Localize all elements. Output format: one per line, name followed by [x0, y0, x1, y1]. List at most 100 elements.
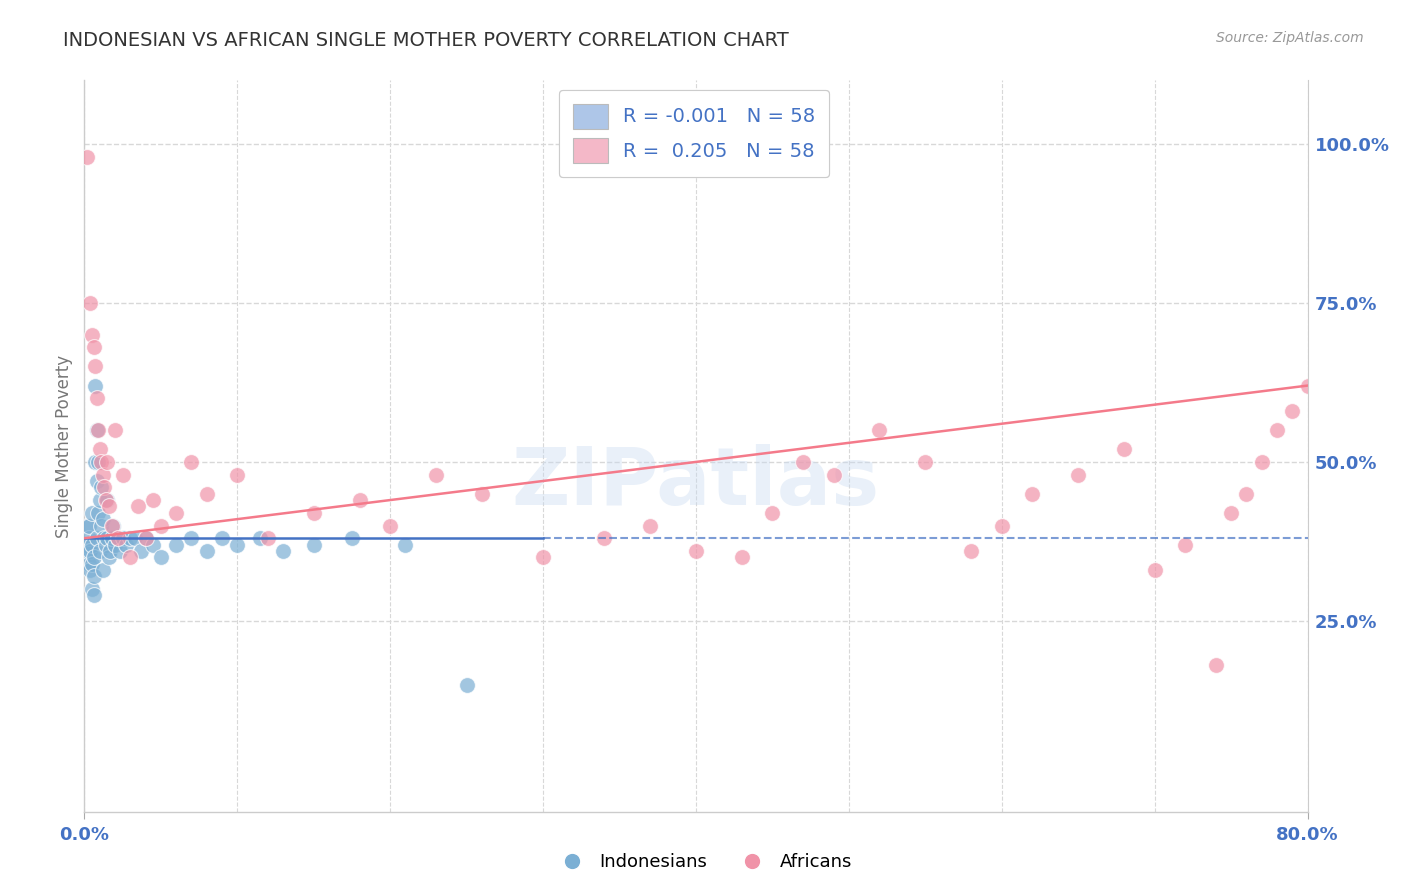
Point [114, 538, 136, 552]
Point [75, 538, 97, 552]
Point [97, 550, 120, 565]
Point [91, 512, 114, 526]
Point [93, 531, 115, 545]
Point [76, 150, 98, 164]
Point [80, 557, 103, 571]
Point [83, 550, 105, 565]
Point [124, 531, 146, 545]
Point [1205, 658, 1227, 673]
Point [84, 455, 107, 469]
Point [89, 442, 111, 457]
Point [90, 455, 112, 469]
Point [96, 493, 118, 508]
Point [96, 531, 118, 545]
Point [87, 506, 110, 520]
Point [195, 544, 218, 558]
Point [142, 538, 165, 552]
Point [80, 582, 103, 596]
Point [1021, 486, 1043, 500]
Point [80, 538, 103, 552]
Point [101, 518, 124, 533]
Text: Source: ZipAtlas.com: Source: ZipAtlas.com [1216, 31, 1364, 45]
Point [89, 544, 111, 558]
Point [87, 455, 110, 469]
Point [103, 518, 125, 533]
Point [91, 467, 114, 482]
Point [991, 518, 1014, 533]
Point [129, 544, 152, 558]
Point [380, 518, 402, 533]
Point [1174, 538, 1197, 552]
Text: INDONESIAN VS AFRICAN SINGLE MOTHER POVERTY CORRELATION CHART: INDONESIAN VS AFRICAN SINGLE MOTHER POVE… [63, 31, 789, 50]
Point [104, 423, 127, 437]
Point [90, 518, 112, 533]
Point [638, 518, 661, 533]
Point [120, 531, 142, 545]
Point [249, 531, 271, 545]
Point [142, 493, 165, 508]
Point [111, 467, 134, 482]
Point [1067, 467, 1090, 482]
Point [149, 550, 172, 565]
Point [1143, 563, 1166, 577]
Point [1296, 378, 1319, 392]
Point [90, 480, 112, 494]
Point [104, 538, 127, 552]
Point [79, 296, 101, 310]
Point [84, 359, 107, 374]
Y-axis label: Single Mother Poverty: Single Mother Poverty [55, 354, 73, 538]
Point [98, 544, 121, 558]
Point [94, 538, 117, 552]
Point [180, 531, 202, 545]
Point [77, 518, 100, 533]
Point [120, 550, 142, 565]
Point [1114, 442, 1136, 457]
Point [1265, 423, 1288, 437]
Point [111, 531, 134, 545]
Point [135, 531, 157, 545]
Point [86, 474, 108, 488]
Point [394, 538, 416, 552]
Point [271, 544, 294, 558]
Point [127, 500, 149, 514]
Point [135, 531, 157, 545]
Point [257, 531, 280, 545]
Point [83, 340, 105, 354]
Legend: Indonesians, Africans: Indonesians, Africans [547, 847, 859, 879]
Point [108, 544, 131, 558]
Point [211, 531, 233, 545]
Point [180, 455, 202, 469]
Point [80, 327, 103, 342]
Point [89, 493, 111, 508]
Point [349, 493, 371, 508]
Point [869, 423, 891, 437]
Point [94, 493, 117, 508]
Point [425, 467, 447, 482]
Point [226, 467, 249, 482]
Point [914, 455, 936, 469]
Point [91, 563, 114, 577]
Point [107, 531, 129, 545]
Point [823, 467, 845, 482]
Point [685, 544, 707, 558]
Point [76, 544, 98, 558]
Point [531, 550, 554, 565]
Point [593, 531, 616, 545]
Point [195, 486, 218, 500]
Legend: R = -0.001   N = 58, R =  0.205   N = 58: R = -0.001 N = 58, R = 0.205 N = 58 [560, 90, 828, 177]
Point [302, 506, 325, 520]
Point [1281, 404, 1303, 418]
Point [1312, 404, 1334, 418]
Point [79, 563, 101, 577]
Point [302, 538, 325, 552]
Point [456, 677, 478, 691]
Point [165, 538, 187, 552]
Point [84, 378, 107, 392]
Point [80, 506, 103, 520]
Point [86, 392, 108, 406]
Point [97, 500, 120, 514]
Point [761, 506, 783, 520]
Point [165, 506, 187, 520]
Point [1236, 486, 1258, 500]
Point [93, 480, 115, 494]
